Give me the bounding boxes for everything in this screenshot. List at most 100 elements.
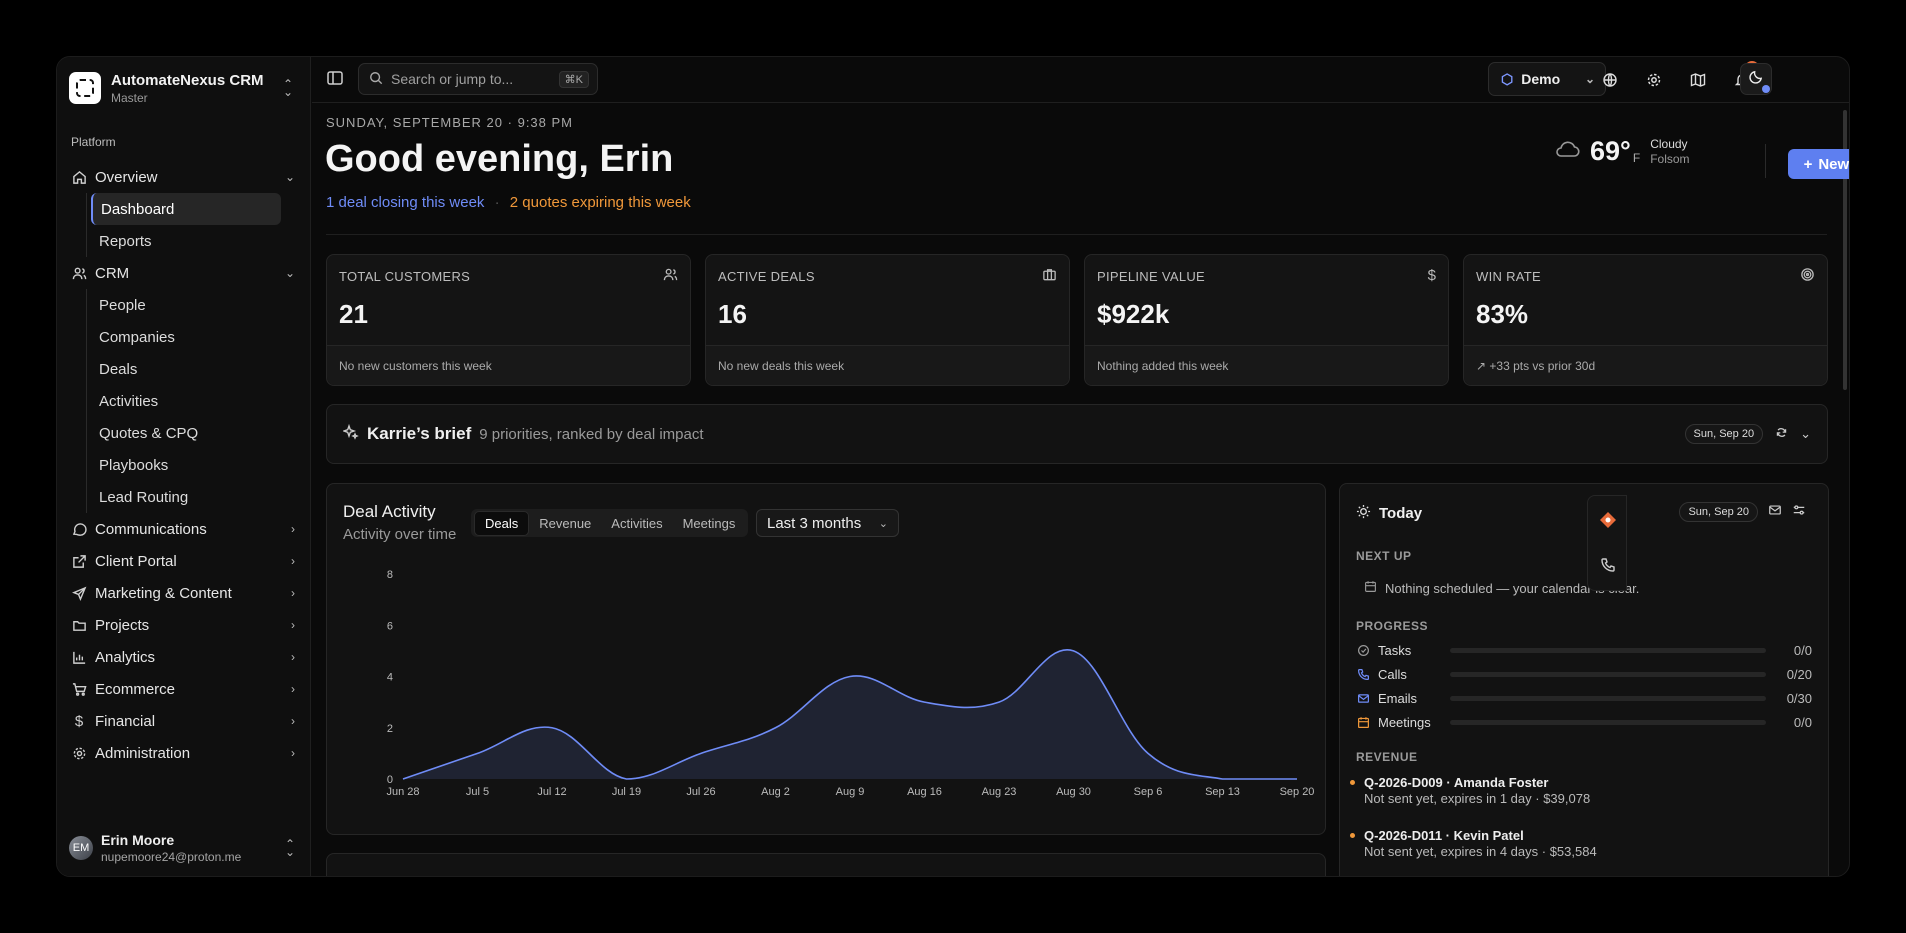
quote-title: Q-2026-D009 · Amanda Foster <box>1364 775 1549 790</box>
scrollbar[interactable] <box>1843 110 1847 390</box>
data-point[interactable] <box>848 675 852 679</box>
stat-card-pipeline-value[interactable]: PIPELINE VALUE $ $922k Nothing added thi… <box>1084 254 1449 386</box>
globe-icon[interactable] <box>1597 67 1623 93</box>
chat-icon <box>71 521 87 537</box>
sidebar-item-marketing[interactable]: Marketing & Content › <box>65 577 303 609</box>
workspace-name: Master <box>111 90 148 105</box>
user-email: nupemoore24@proton.me <box>101 850 242 864</box>
progress-bar <box>1450 647 1766 653</box>
data-point[interactable] <box>550 726 554 730</box>
ai-brief-panel[interactable]: Karrie’s brief 9 priorities, ranked by d… <box>326 404 1828 464</box>
sidebar-item-dashboard[interactable]: Dashboard <box>91 193 281 225</box>
sidebar-item-reports[interactable]: Reports <box>99 232 152 250</box>
sidebar-item-playbooks[interactable]: Playbooks <box>99 456 169 474</box>
theme-toggle-button[interactable] <box>1740 63 1772 95</box>
workspace-switcher[interactable]: AutomateNexus CRM Master ⌃ ⌄ <box>69 67 299 109</box>
quotes-expiring-link[interactable]: 2 quotes expiring this week <box>509 194 691 211</box>
data-point[interactable] <box>774 726 778 730</box>
chevron-down-icon[interactable]: ⌄ <box>1800 426 1811 441</box>
x-tick-label: Aug 30 <box>1056 786 1091 798</box>
data-point[interactable] <box>699 751 703 755</box>
chevron-right-icon: › <box>291 554 295 568</box>
phone-icon[interactable] <box>1599 556 1617 574</box>
weather-location: Folsom <box>1650 151 1690 166</box>
data-point[interactable] <box>476 751 480 755</box>
data-point[interactable] <box>401 777 405 781</box>
sidebar-item-projects[interactable]: Projects › <box>65 609 303 641</box>
brief-date-badge: Sun, Sep 20 <box>1684 424 1764 444</box>
series-line[interactable] <box>402 648 1297 780</box>
chevron-right-icon: › <box>291 714 295 728</box>
sidebar-item-client-portal[interactable]: Client Portal › <box>65 545 303 577</box>
sidebar-item-financial[interactable]: $ Financial › <box>65 705 303 737</box>
tab-revenue[interactable]: Revenue <box>539 515 592 531</box>
chevron-right-icon: › <box>291 682 295 696</box>
today-panel: Today Sun, Sep 20 NEXT UP Nothing schedu… <box>1339 483 1829 876</box>
x-tick-label: Sep 13 <box>1205 786 1240 798</box>
data-point[interactable] <box>1221 777 1225 781</box>
sidebar-item-label: Projects <box>95 616 150 634</box>
sidebar-item-crm[interactable]: CRM ⌄ <box>65 257 303 289</box>
stat-card-active-deals[interactable]: ACTIVE DEALS 16 No new deals this week <box>705 254 1070 386</box>
date-time-line: SUNDAY, SEPTEMBER 20 · 9:38 PM <box>326 115 573 130</box>
sidebar-item-quotes[interactable]: Quotes & CPQ <box>99 424 199 442</box>
sidebar-item-label: Communications <box>95 520 207 538</box>
data-point[interactable] <box>625 777 629 781</box>
search-shortcut: ⌘K <box>558 70 589 88</box>
sidebar-item-lead-routing[interactable]: Lead Routing <box>99 488 189 506</box>
sidebar-item-overview[interactable]: Overview ⌄ <box>65 161 303 193</box>
assistant-icon[interactable] <box>1599 511 1617 529</box>
sidebar-item-activities[interactable]: Activities <box>99 392 159 410</box>
new-button[interactable]: + New ⌄ <box>1788 149 1849 179</box>
progress-label: Emails <box>1378 690 1418 706</box>
tab-activities[interactable]: Activities <box>611 515 663 531</box>
stat-value: $922k <box>1097 299 1170 329</box>
chevron-down-icon: ⌄ <box>284 266 295 280</box>
stat-label: ACTIVE DEALS <box>718 269 815 284</box>
sidebar-item-companies[interactable]: Companies <box>99 328 175 346</box>
tab-deals[interactable]: Deals <box>474 510 530 536</box>
stat-footnote: Nothing added this week <box>1085 345 1448 385</box>
stat-card-total-customers[interactable]: TOTAL CUSTOMERS 21 No new customers this… <box>326 254 691 386</box>
app-name: AutomateNexus CRM <box>111 71 264 89</box>
deals-closing-link[interactable]: 1 deal closing this week <box>326 194 485 211</box>
sidebar-item-analytics[interactable]: Analytics › <box>65 641 303 673</box>
check-circle-icon <box>1356 644 1370 657</box>
tab-meetings[interactable]: Meetings <box>682 515 736 531</box>
deal-activity-card: Deal Activity Activity over time Deals R… <box>326 483 1326 835</box>
user-menu[interactable]: EM Erin Moore nupemoore24@proton.me ⌃ ⌄ <box>69 826 299 870</box>
workspace-select[interactable]: ⬡ Demo ⌄ <box>1488 62 1606 96</box>
sliders-icon[interactable] <box>1792 503 1806 522</box>
search-input[interactable]: Search or jump to... ⌘K <box>358 63 598 95</box>
weather-condition: Cloudy <box>1650 136 1688 151</box>
current-time: 9:38 PM <box>517 115 574 130</box>
sidebar-item-people[interactable]: People <box>99 296 146 314</box>
mail-icon[interactable] <box>1768 503 1782 522</box>
refresh-icon[interactable] <box>1775 426 1788 442</box>
date-range-select[interactable]: Last 3 months ⌄ <box>756 509 899 537</box>
data-point[interactable] <box>997 700 1001 704</box>
revenue-quote-item[interactable]: Q-2026-D011 · Kevin Patel Not sent yet, … <box>1350 828 1597 859</box>
topbar: Search or jump to... ⌘K ⬡ Demo ⌄ 4 <box>312 57 1849 103</box>
progress-bar <box>1450 671 1766 677</box>
sidebar-item-label: Financial <box>95 712 156 730</box>
sidebar-toggle-icon[interactable] <box>326 69 346 89</box>
progress-row-calls: Calls 0/20 <box>1356 665 1812 683</box>
data-point[interactable] <box>923 700 927 704</box>
data-point[interactable] <box>1146 751 1150 755</box>
map-icon[interactable] <box>1685 67 1711 93</box>
sidebar-item-label: Ecommerce <box>95 680 176 698</box>
x-tick-label: Sep 20 <box>1280 786 1315 798</box>
settings-icon[interactable] <box>1641 67 1667 93</box>
data-point[interactable] <box>1295 777 1299 781</box>
sidebar-item-deals[interactable]: Deals <box>99 360 138 378</box>
stat-card-win-rate[interactable]: WIN RATE 83% ↗ +33 pts vs prior 30d <box>1463 254 1828 386</box>
data-point[interactable] <box>1072 649 1076 653</box>
next-up-empty: Nothing scheduled — your calendar is cle… <box>1364 580 1639 596</box>
x-tick-label: Aug 9 <box>836 786 865 798</box>
sidebar-item-administration[interactable]: Administration › <box>65 737 303 769</box>
sidebar-item-ecommerce[interactable]: Ecommerce › <box>65 673 303 705</box>
summary-line: 1 deal closing this week · 2 quotes expi… <box>326 194 691 211</box>
sidebar-item-communications[interactable]: Communications › <box>65 513 303 545</box>
revenue-quote-item[interactable]: Q-2026-D009 · Amanda Foster Not sent yet… <box>1350 775 1590 806</box>
